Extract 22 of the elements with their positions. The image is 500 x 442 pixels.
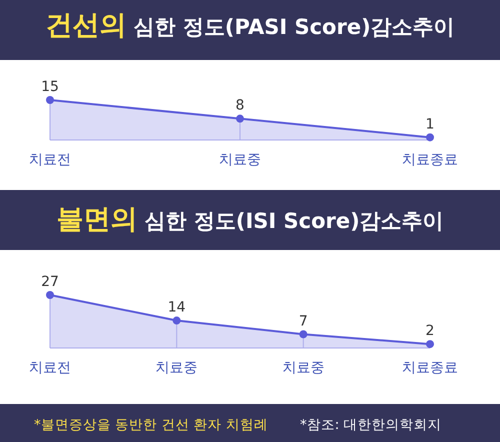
point [426, 340, 434, 348]
data-label: 7 [298, 313, 308, 330]
x-tick-label: 치료전 [29, 152, 71, 168]
data-label: 8 [236, 98, 244, 114]
data-label: 2 [426, 323, 434, 340]
text: *참조: 대한한의학회지 [300, 417, 442, 433]
text: *불면증상을 동반한 건선 환자 치험례 [34, 417, 268, 433]
x-tick-label: 치료중 [282, 360, 324, 376]
x-tick-label: 치료전 [29, 360, 71, 376]
point [46, 291, 54, 299]
x-tick-label: 치료종료 [402, 360, 458, 376]
chart-title: 불면의 심한 정도(ISI Score)감소추이 [56, 204, 444, 235]
chart-title: 건선의 심한 정도(PASI Score)감소추이 [45, 10, 455, 41]
data-label: 27 [41, 274, 59, 290]
point [172, 316, 181, 325]
x-tick-label: 치료중 [219, 152, 261, 168]
x-tick-label: 치료종료 [402, 152, 458, 168]
x-tick-label: 치료중 [156, 360, 198, 376]
data-label: 15 [41, 79, 59, 95]
data-label: 14 [168, 300, 186, 316]
data-label: 1 [426, 116, 434, 132]
point [299, 330, 308, 338]
